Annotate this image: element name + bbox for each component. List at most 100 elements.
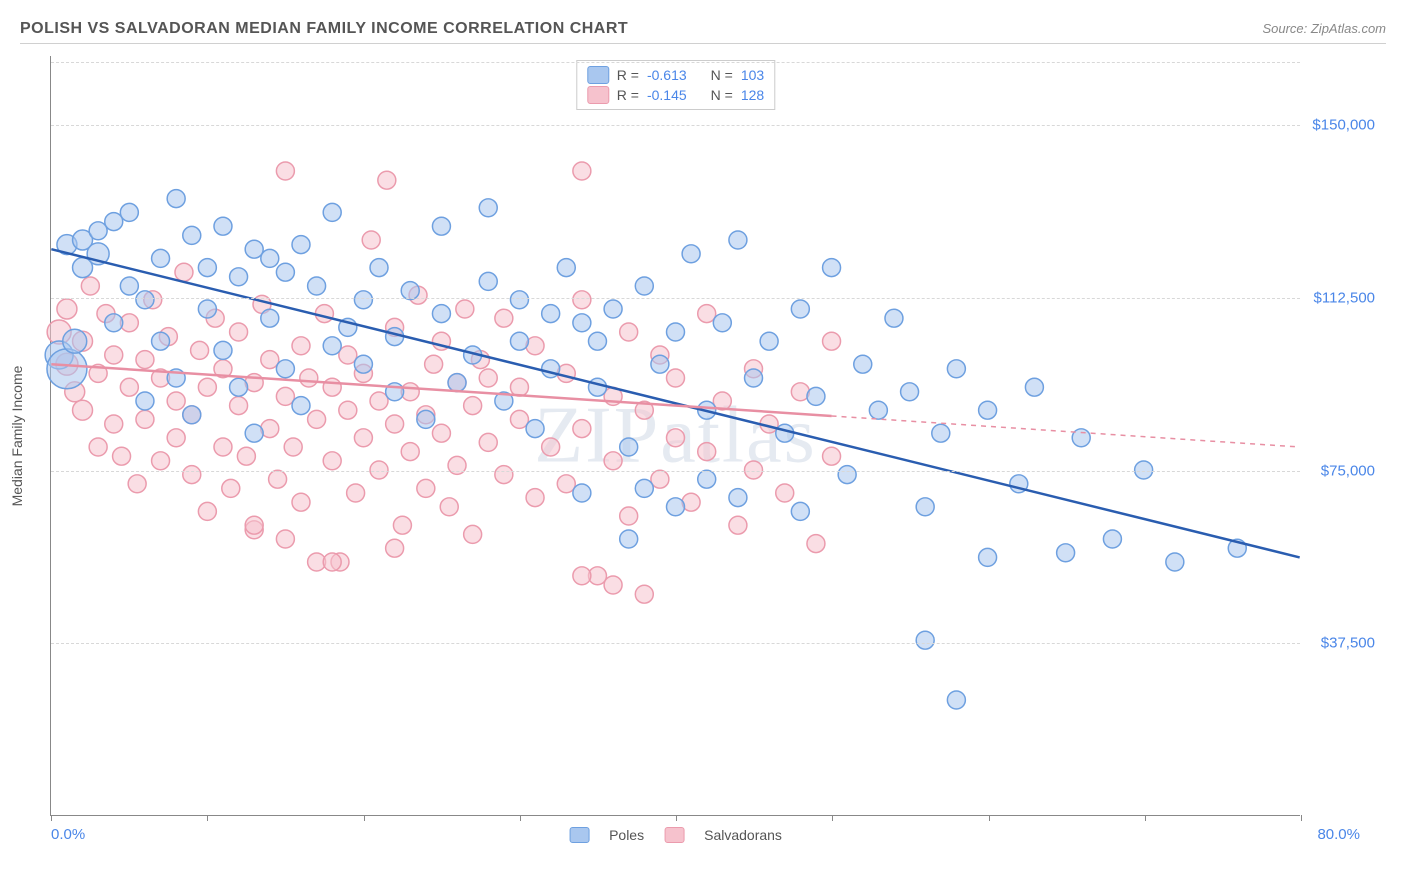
gridline xyxy=(51,471,1300,472)
data-point xyxy=(81,277,99,295)
data-point xyxy=(167,429,185,447)
data-point xyxy=(635,277,653,295)
legend-n-value: 128 xyxy=(741,87,764,103)
data-point xyxy=(932,424,950,442)
trend-line xyxy=(51,364,831,416)
data-point xyxy=(588,332,606,350)
legend-n-value: 103 xyxy=(741,67,764,83)
data-point xyxy=(979,401,997,419)
data-point xyxy=(682,245,700,263)
legend-series-label: Poles xyxy=(609,827,644,843)
legend-r-label: R = xyxy=(617,87,639,103)
data-point xyxy=(276,263,294,281)
data-point xyxy=(237,447,255,465)
data-point xyxy=(620,530,638,548)
data-point xyxy=(620,438,638,456)
legend-series-label: Salvadorans xyxy=(704,827,782,843)
data-point xyxy=(542,438,560,456)
data-point xyxy=(370,392,388,410)
data-point xyxy=(183,406,201,424)
data-point xyxy=(417,479,435,497)
data-point xyxy=(183,466,201,484)
data-point xyxy=(323,452,341,470)
data-point xyxy=(979,548,997,566)
data-point xyxy=(823,447,841,465)
chart-container: POLISH VS SALVADORAN MEDIAN FAMILY INCOM… xyxy=(0,0,1406,892)
data-point xyxy=(198,502,216,520)
data-point xyxy=(620,507,638,525)
data-point xyxy=(245,516,263,534)
legend-swatch xyxy=(587,66,609,84)
data-point xyxy=(292,493,310,511)
data-point xyxy=(261,309,279,327)
data-point xyxy=(729,489,747,507)
data-point xyxy=(378,171,396,189)
data-point xyxy=(230,268,248,286)
scatter-svg xyxy=(51,56,1300,815)
data-point xyxy=(214,217,232,235)
data-point xyxy=(1166,553,1184,571)
data-point xyxy=(432,305,450,323)
data-point xyxy=(557,259,575,277)
data-point xyxy=(588,378,606,396)
data-point xyxy=(261,249,279,267)
data-point xyxy=(152,249,170,267)
data-point xyxy=(113,447,131,465)
x-tick xyxy=(51,815,52,821)
data-point xyxy=(292,337,310,355)
data-point xyxy=(745,369,763,387)
data-point xyxy=(120,277,138,295)
data-point xyxy=(323,378,341,396)
x-axis-end-label: 80.0% xyxy=(1317,826,1360,843)
data-point xyxy=(354,429,372,447)
chart-header: POLISH VS SALVADORAN MEDIAN FAMILY INCOM… xyxy=(20,20,1386,44)
data-point xyxy=(339,346,357,364)
data-point xyxy=(604,576,622,594)
data-point xyxy=(456,300,474,318)
data-point xyxy=(573,162,591,180)
data-point xyxy=(440,498,458,516)
data-point xyxy=(604,452,622,470)
legend-n-label: N = xyxy=(711,87,733,103)
data-point xyxy=(401,443,419,461)
data-point xyxy=(464,397,482,415)
x-tick xyxy=(207,815,208,821)
data-point xyxy=(510,332,528,350)
data-point xyxy=(276,387,294,405)
data-point xyxy=(269,470,287,488)
y-tick-label: $75,000 xyxy=(1321,462,1375,479)
data-point xyxy=(526,420,544,438)
data-point xyxy=(635,479,653,497)
gridline xyxy=(51,298,1300,299)
data-point xyxy=(448,456,466,474)
data-point xyxy=(495,466,513,484)
data-point xyxy=(214,438,232,456)
data-point xyxy=(136,410,154,428)
y-tick-label: $37,500 xyxy=(1321,635,1375,652)
gridline xyxy=(51,62,1300,63)
data-point xyxy=(167,190,185,208)
data-point xyxy=(214,341,232,359)
x-tick xyxy=(364,815,365,821)
data-point xyxy=(323,553,341,571)
data-point xyxy=(339,401,357,419)
chart-source: Source: ZipAtlas.com xyxy=(1262,21,1386,36)
legend-swatch xyxy=(664,827,684,843)
data-point xyxy=(105,415,123,433)
data-point xyxy=(308,277,326,295)
data-point xyxy=(479,433,497,451)
data-point xyxy=(198,378,216,396)
data-point xyxy=(417,410,435,428)
legend-row: R =-0.613N =103 xyxy=(587,65,764,85)
data-point xyxy=(105,213,123,231)
data-point xyxy=(245,424,263,442)
x-tick xyxy=(520,815,521,821)
data-point xyxy=(698,443,716,461)
x-tick xyxy=(1145,815,1146,821)
chart-title: POLISH VS SALVADORAN MEDIAN FAMILY INCOM… xyxy=(20,20,628,38)
data-point xyxy=(362,231,380,249)
gridline xyxy=(51,125,1300,126)
data-point xyxy=(479,199,497,217)
data-point xyxy=(245,240,263,258)
data-point xyxy=(425,355,443,373)
